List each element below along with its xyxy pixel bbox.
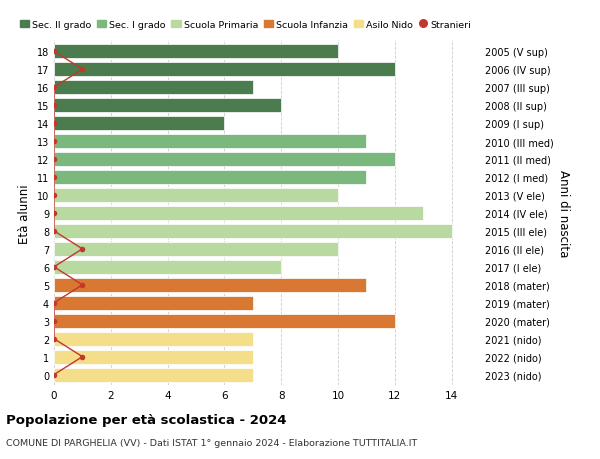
Bar [54,368,253,382]
Bar [54,242,338,256]
Y-axis label: Anni di nascita: Anni di nascita [557,170,570,257]
Bar [54,63,395,77]
Bar [54,117,224,131]
Text: COMUNE DI PARGHELIA (VV) - Dati ISTAT 1° gennaio 2024 - Elaborazione TUTTITALIA.: COMUNE DI PARGHELIA (VV) - Dati ISTAT 1°… [6,438,417,448]
Bar [54,135,367,149]
Bar [54,332,253,346]
Bar [54,314,395,328]
Y-axis label: Età alunni: Età alunni [18,184,31,243]
Text: Popolazione per età scolastica - 2024: Popolazione per età scolastica - 2024 [6,413,287,426]
Bar [54,99,281,113]
Bar [54,350,253,364]
Bar [54,207,423,220]
Bar [54,260,281,274]
Bar [54,171,367,185]
Bar [54,224,452,238]
Legend: Sec. II grado, Sec. I grado, Scuola Primaria, Scuola Infanzia, Asilo Nido, Stran: Sec. II grado, Sec. I grado, Scuola Prim… [20,21,472,30]
Bar [54,81,253,95]
Bar [54,45,338,59]
Bar [54,153,395,167]
Bar [54,189,338,202]
Bar [54,278,367,292]
Bar [54,296,253,310]
